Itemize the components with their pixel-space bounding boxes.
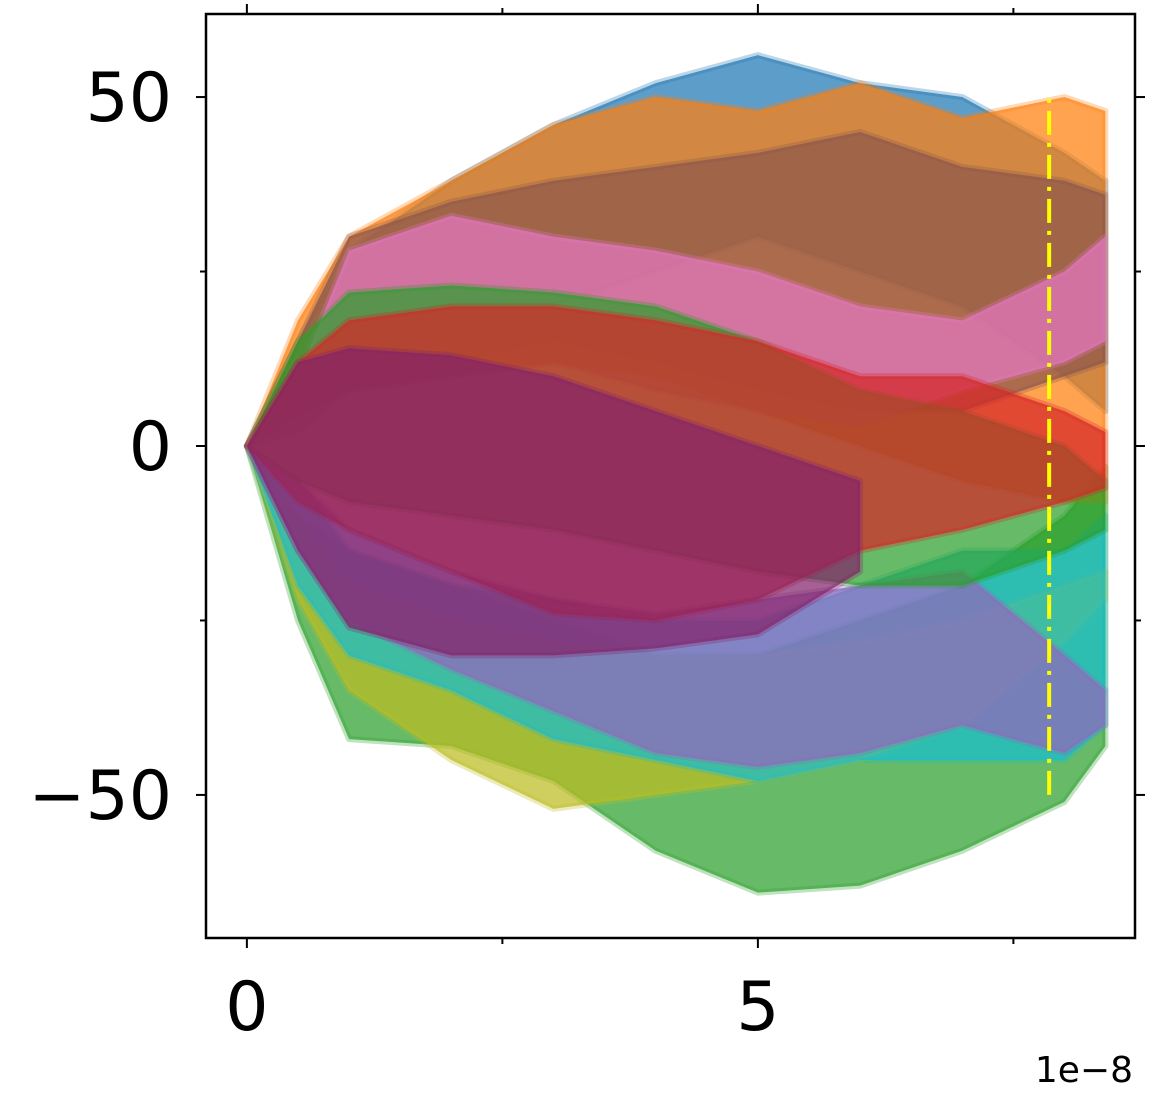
band-area: [243, 345, 864, 659]
y-tick-label: 50: [85, 59, 172, 138]
y-tick-label: −50: [28, 757, 172, 836]
x-offset-label: 1e−8: [1035, 1050, 1133, 1091]
x-tick-label: 5: [736, 968, 779, 1047]
plot-area: [243, 52, 1109, 896]
plot-frame: [204, 12, 1137, 940]
y-tick-label: 0: [129, 408, 172, 487]
x-tick-label: 0: [225, 968, 268, 1047]
